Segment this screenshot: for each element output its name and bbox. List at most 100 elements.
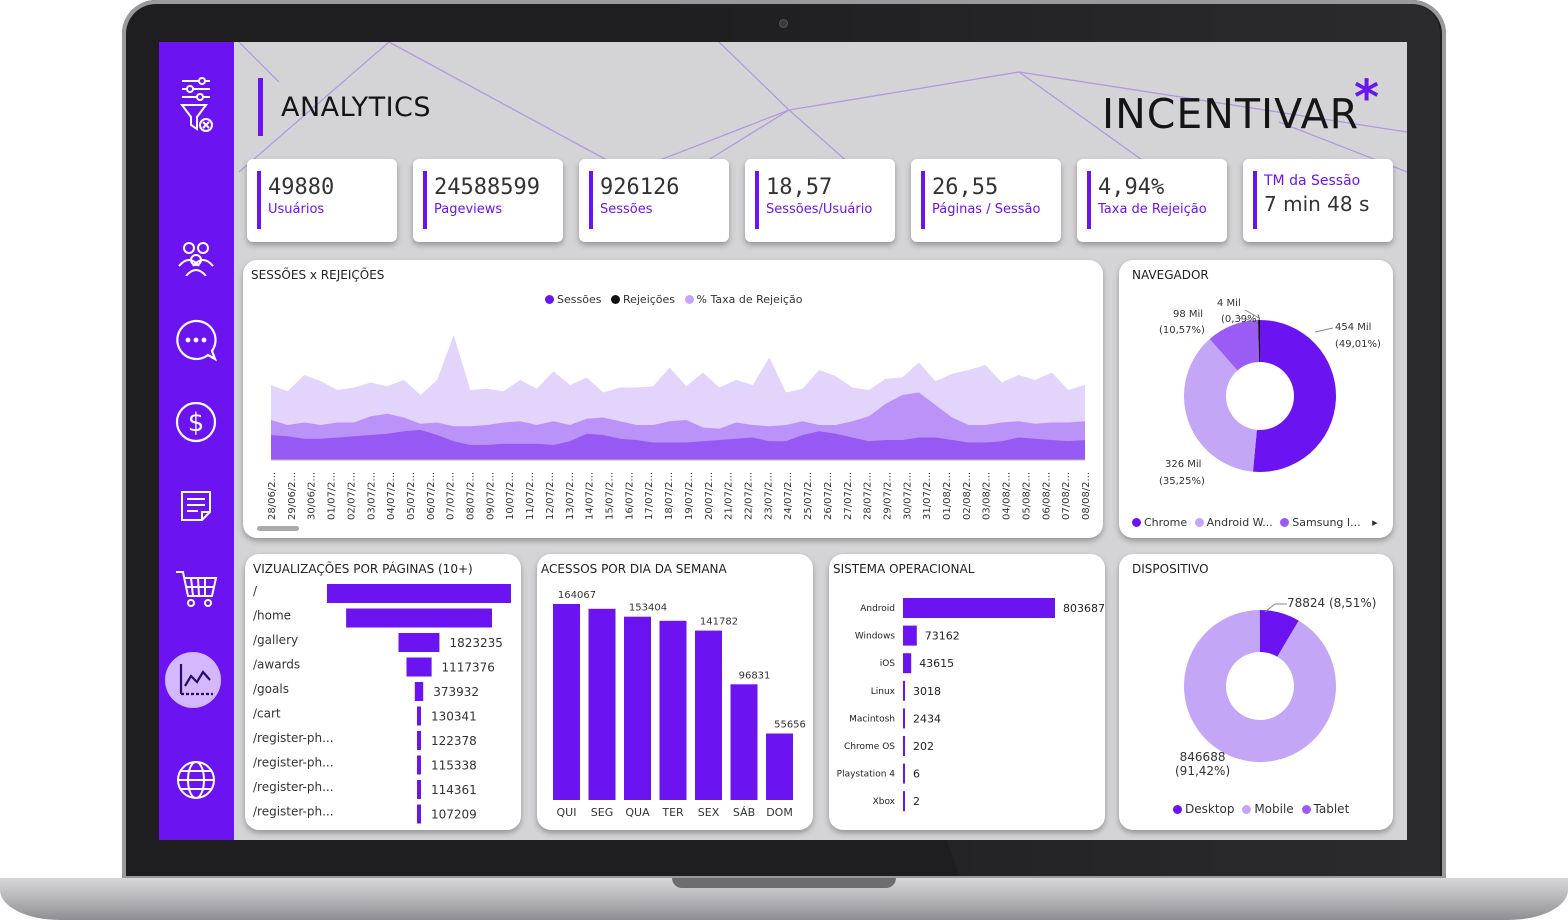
- kpi-value: 26,55: [932, 175, 999, 200]
- x-tick-label: 07/07/2...: [446, 472, 457, 520]
- donut-slice: [1260, 610, 1299, 657]
- x-tick-label: 22/07/2...: [744, 472, 755, 520]
- x-tick-label: 14/07/2...: [585, 472, 596, 520]
- device-label-big: 846688 (91,42%): [1175, 750, 1230, 778]
- bar-value-label: 164067: [558, 590, 596, 601]
- chart-legend: Desktop Mobile Tablet: [1173, 802, 1349, 816]
- legend-label: Desktop: [1185, 802, 1235, 816]
- kpi-accent-bar: [1253, 171, 1257, 229]
- category-label: SÁB: [733, 806, 755, 819]
- category-label: Linux: [871, 687, 896, 697]
- x-tick-label: 05/08/2...: [1021, 472, 1032, 520]
- kpi-accent-bar: [423, 171, 427, 229]
- active-nav-highlight: [165, 652, 221, 708]
- category-label: Android: [860, 604, 895, 614]
- kpi-card-usuarios: 49880 Usuários: [247, 159, 397, 242]
- bar: [417, 706, 421, 726]
- category-label: DOM: [766, 806, 793, 819]
- slice-label: 4 Mil: [1217, 298, 1241, 309]
- brand-logo: INCENTIVAR: [1102, 90, 1360, 138]
- kpi-label: Pageviews: [434, 202, 503, 217]
- category-label: Xbox: [873, 797, 896, 807]
- sessions-chart-panel: SESSÕES x REJEIÇÕES Sessões Rejeições % …: [243, 260, 1103, 538]
- slice-label: (0,39%): [1221, 314, 1261, 325]
- weekday-chart-panel: ACESSOS POR DIA DA SEMANA 164067 QUI SEG 15…: [537, 554, 813, 830]
- filter-settings-icon[interactable]: [172, 76, 220, 132]
- legend-label: Sessões: [557, 293, 602, 306]
- bar-value-label: 2: [913, 795, 920, 808]
- bar-value-label: 3018: [913, 685, 941, 698]
- bar-value-label: 114361: [431, 783, 477, 797]
- cart-icon[interactable]: [172, 564, 220, 612]
- x-tick-label: 03/08/2...: [982, 472, 993, 520]
- document-icon[interactable]: [172, 482, 220, 530]
- camera-icon: [779, 19, 788, 28]
- bar-value-label: 107209: [431, 808, 477, 822]
- x-tick-label: 27/07/2...: [843, 472, 854, 520]
- x-tick-label: 28/06/2...: [267, 472, 278, 520]
- kpi-label: Sessões: [600, 202, 653, 217]
- kpi-accent-bar: [921, 171, 925, 229]
- bar: [766, 733, 793, 800]
- x-tick-label: 01/08/2...: [942, 472, 953, 520]
- kpi-card-sessoes: 926126 Sessões: [579, 159, 729, 242]
- bar: [398, 633, 440, 652]
- category-label: /register-ph...: [253, 731, 334, 745]
- slice-label: 326 Mil: [1165, 459, 1201, 470]
- x-tick-label: 12/07/2...: [545, 472, 556, 520]
- dollar-icon[interactable]: $: [172, 398, 220, 446]
- bar-value-label: 2434: [913, 712, 941, 725]
- kpi-accent-bar: [257, 171, 261, 229]
- legend-next-button[interactable]: ▸: [1372, 516, 1378, 529]
- x-tick-label: 20/07/2...: [704, 472, 715, 520]
- horizontal-scrollbar[interactable]: [257, 526, 299, 531]
- legend-label: Rejeições: [622, 293, 676, 306]
- legend-swatch: [1132, 518, 1141, 527]
- bar-value-label: 122378: [431, 734, 477, 748]
- slice-label: (35,25%): [1159, 476, 1205, 487]
- category-label: /gallery: [253, 633, 298, 647]
- x-tick-label: 06/07/2...: [426, 472, 437, 520]
- chart-title: NAVEGADOR: [1132, 268, 1209, 282]
- title-accent-bar: [258, 78, 263, 136]
- category-label: QUI: [557, 806, 577, 819]
- kpi-card-taxa-rejeicao: 4,94% Taxa de Rejeição: [1077, 159, 1227, 242]
- device-donut: [1184, 603, 1336, 762]
- x-tick-label: 13/07/2...: [565, 472, 576, 520]
- bar-value-label: 202: [913, 740, 934, 753]
- kpi-card-tm-sessao: TM da Sessão 7 min 48 s: [1243, 159, 1393, 242]
- category-label: Chrome OS: [844, 742, 895, 752]
- chat-icon[interactable]: [172, 316, 220, 364]
- x-tick-label: 16/07/2...: [624, 472, 635, 520]
- category-label: QUA: [625, 806, 650, 819]
- category-label: TER: [661, 806, 684, 819]
- slice-label: 98 Mil: [1173, 309, 1203, 320]
- kpi-label: Usuários: [268, 202, 325, 217]
- slice-label: 454 Mil: [1335, 322, 1371, 333]
- category-label: /register-ph...: [253, 805, 334, 819]
- device-label-pct: (91,42%): [1175, 764, 1231, 778]
- category-label: iOS: [880, 659, 896, 669]
- category-label: /register-ph...: [253, 756, 334, 770]
- bar: [417, 804, 421, 824]
- category-label: SEX: [698, 806, 720, 819]
- bar: [624, 616, 651, 800]
- legend-swatch: [545, 295, 554, 304]
- donut-slice: [1258, 320, 1260, 363]
- bar: [659, 620, 687, 800]
- bar: [903, 653, 912, 674]
- analytics-icon[interactable]: [172, 656, 220, 704]
- pages-chart-panel: VIZUALIZAÇÕES POR PÁGINAS (10+) / /home/g…: [245, 554, 521, 830]
- users-icon[interactable]: [172, 232, 220, 280]
- kpi-card-paginas-sessao: 26,55 Páginas / Sessão: [911, 159, 1061, 242]
- device-label-small: 78824 (8,51%): [1287, 596, 1377, 610]
- legend-label: Tablet: [1313, 802, 1350, 816]
- kpi-value: 7 min 48 s: [1264, 192, 1370, 216]
- category-label: Macintosh: [849, 714, 895, 724]
- globe-icon[interactable]: [172, 756, 220, 804]
- bar: [414, 682, 424, 701]
- x-tick-label: 03/07/2...: [366, 472, 377, 520]
- x-tick-label: 26/07/2...: [823, 472, 834, 520]
- legend-label: Chrome: [1144, 516, 1188, 529]
- donut-slice: [1252, 320, 1337, 472]
